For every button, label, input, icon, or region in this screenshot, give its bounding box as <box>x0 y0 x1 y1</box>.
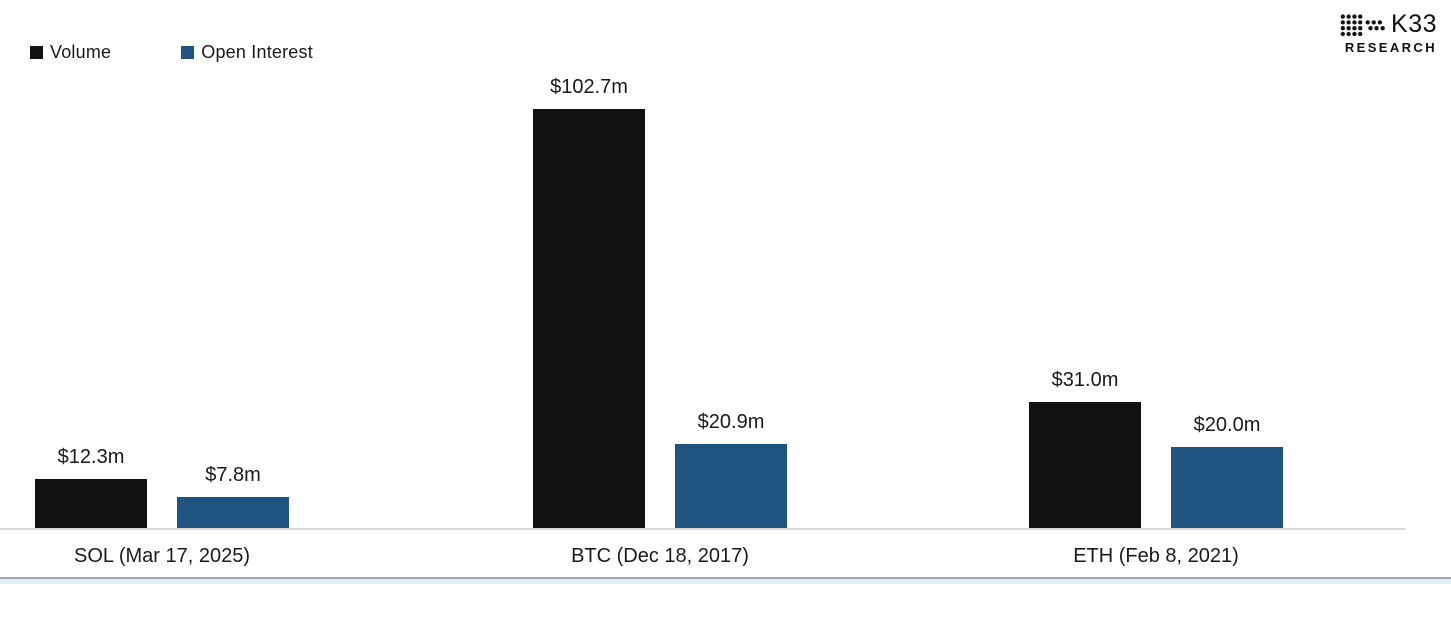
logo-name: K33 <box>1391 10 1437 38</box>
bar-value-label: $20.0m <box>1193 414 1261 436</box>
x-axis-line <box>0 528 1406 530</box>
logo-subtitle: RESEARCH <box>1344 40 1437 55</box>
bar-open-interest <box>177 497 289 529</box>
bar-with-label: $20.0m <box>1171 412 1283 529</box>
k33-research-logo: K33 RESEARCH <box>1340 10 1437 55</box>
bar-open-interest <box>675 444 787 529</box>
legend-item-volume: Volume <box>30 42 111 63</box>
bottom-divider <box>0 577 1451 584</box>
legend: Volume Open Interest <box>30 42 313 63</box>
bar-group: $102.7m $20.9m <box>533 74 787 529</box>
bar-value-label: $31.0m <box>1051 369 1119 391</box>
bar-with-label: $12.3m <box>35 444 147 529</box>
legend-label-open-interest: Open Interest <box>201 42 313 62</box>
bar-group: $12.3m $7.8m <box>35 444 289 529</box>
bar-value-label: $20.9m <box>697 411 765 433</box>
legend-swatch-open-interest-icon <box>181 46 195 59</box>
x-axis-category-label: SOL (Mar 17, 2025) <box>73 545 251 567</box>
bar-open-interest <box>1171 447 1283 529</box>
bar-with-label: $102.7m <box>533 74 645 529</box>
legend-item-open-interest: Open Interest <box>181 42 313 63</box>
bar-volume <box>1029 402 1141 529</box>
bar-value-label: $102.7m <box>550 76 628 98</box>
bar-volume <box>533 109 645 529</box>
bar-value-label: $12.3m <box>57 446 125 468</box>
bar-with-label: $7.8m <box>177 462 289 529</box>
bar-value-label: $7.8m <box>205 464 261 486</box>
x-axis-category-label: BTC (Dec 18, 2017) <box>571 545 749 567</box>
bar-with-label: $20.9m <box>675 409 787 529</box>
bar-volume <box>35 479 147 529</box>
k33-dot-matrix-icon <box>1340 13 1385 36</box>
legend-label-volume: Volume <box>50 42 112 62</box>
legend-swatch-volume-icon <box>30 46 43 59</box>
x-axis-category-label: ETH (Feb 8, 2021) <box>1073 545 1239 567</box>
bar-group: $31.0m $20.0m <box>1029 367 1283 529</box>
bar-with-label: $31.0m <box>1029 367 1141 529</box>
